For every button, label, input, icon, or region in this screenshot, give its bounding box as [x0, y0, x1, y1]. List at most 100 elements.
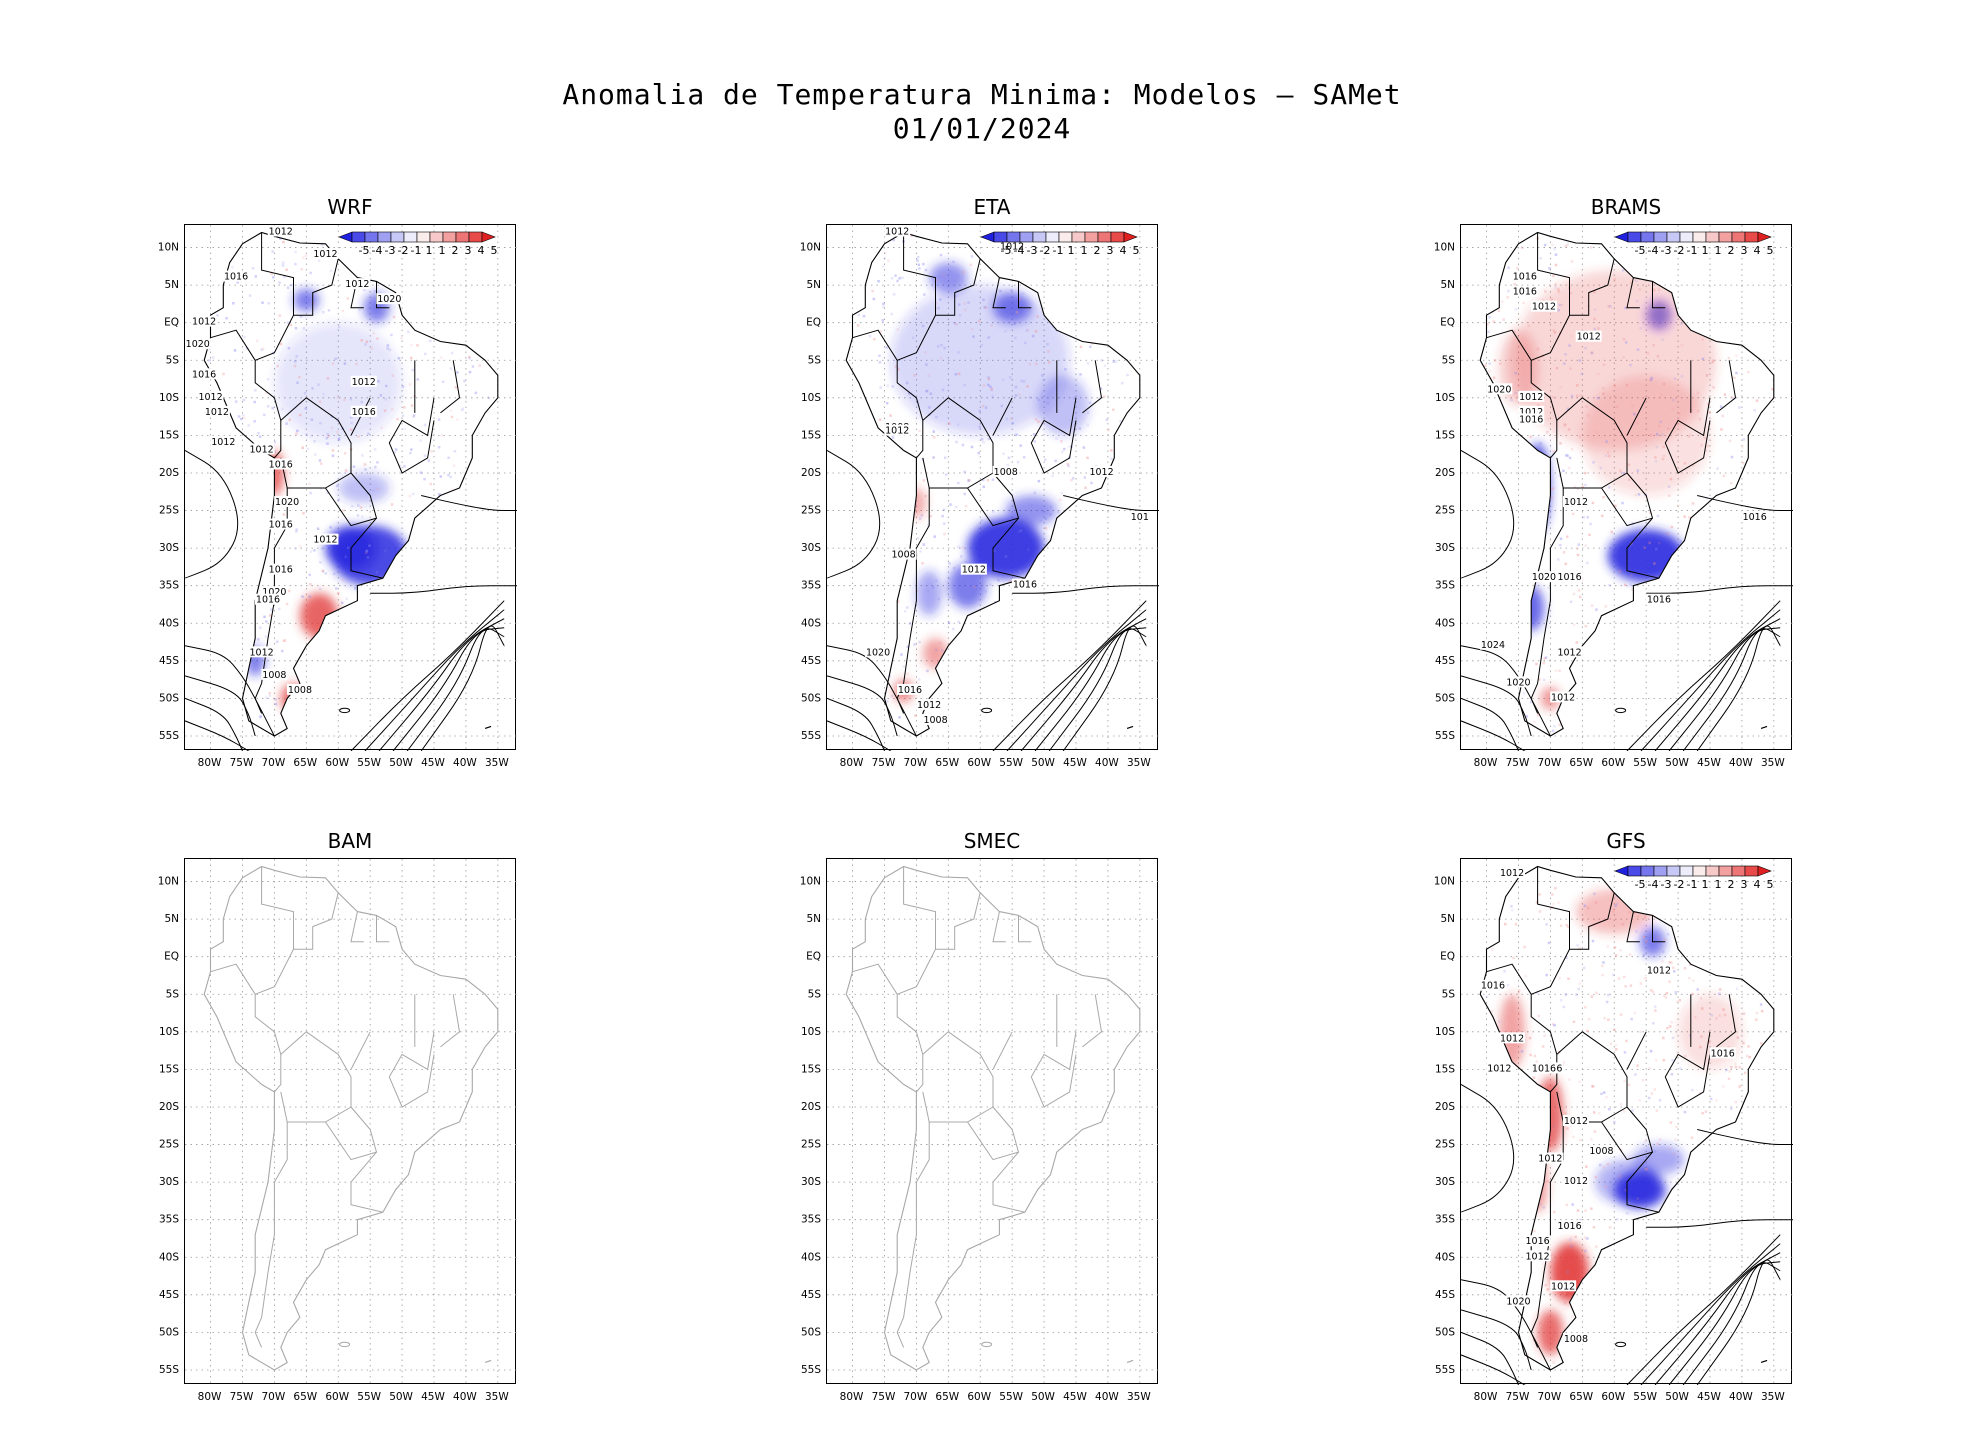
anomaly-region	[929, 262, 968, 293]
map-frame-gfs: 1012101210161012101210161016101210081016…	[1460, 858, 1794, 1386]
lon-tick-label: 35W	[1761, 1391, 1785, 1403]
colorbar-label: -2	[1040, 244, 1051, 257]
isobar-label: 1012	[1564, 1176, 1588, 1187]
isobar-line	[1626, 600, 1781, 752]
lon-tick-label: 35W	[1761, 757, 1785, 769]
colorbar-swatch	[1045, 231, 1060, 243]
country-border	[325, 472, 378, 527]
lon-tick-label: 65W	[935, 757, 959, 769]
isobar-label: 1012	[205, 407, 229, 418]
isobar-label: 1020	[1487, 384, 1511, 395]
isobars: 1012101210161012101210161016101210081016…	[1460, 867, 1794, 1386]
lon-tick-label: 55W	[357, 757, 381, 769]
country-border	[1626, 517, 1660, 579]
isobar-line	[1668, 627, 1781, 752]
country-border	[1626, 397, 1647, 436]
isobar-line	[406, 628, 505, 752]
isobar-label: 1024	[1481, 640, 1505, 651]
isobar-line	[1696, 625, 1781, 752]
colorbar-arrow-right	[1757, 865, 1772, 877]
lat-tick-label: 50S	[801, 692, 821, 704]
country-border	[1531, 866, 1570, 995]
map-brams: 1016101610121012102010121012101610121016…	[1460, 225, 1794, 752]
isobar-line	[826, 675, 898, 737]
country-border	[350, 517, 384, 579]
colorbar-swatch	[993, 231, 1008, 243]
anomaly-region	[1607, 529, 1685, 582]
falkland-islands	[339, 707, 351, 714]
isobar-line	[1460, 449, 1515, 579]
lon-tick-label: 50W	[1665, 1391, 1689, 1403]
lat-tick-label: 45S	[159, 1289, 179, 1301]
isobars: 1012 1012 1008 1012 1008 1012 101 1008 1012 1016 1…	[826, 225, 1160, 752]
colorbar-label: 2	[452, 244, 459, 257]
lon-tick-label: 45W	[1063, 757, 1087, 769]
country-border	[1626, 277, 1640, 309]
colorbar-label: 5	[1767, 878, 1774, 891]
isobar-label: 1008	[923, 715, 947, 726]
colorbar-arrow-right	[1123, 231, 1138, 243]
anomaly-region	[967, 518, 1045, 579]
colorbar-label: 4	[1120, 244, 1127, 257]
lat-tick-label: 25S	[159, 1139, 179, 1151]
isobar-label-bg	[267, 563, 294, 575]
country-border	[992, 517, 1026, 579]
isobar-label: 1012	[1500, 868, 1524, 879]
colorbar-swatch	[1097, 231, 1112, 243]
isobar-label-bg	[312, 248, 339, 260]
grid-lines	[827, 859, 1159, 1385]
isobar-label: 1016	[269, 565, 293, 576]
isobar-label-bg	[1088, 465, 1115, 477]
lon-tick-label: 55W	[999, 757, 1023, 769]
lat-tick-label: 10S	[1435, 392, 1455, 404]
lon-tick-label: 65W	[1569, 1391, 1593, 1403]
colorbar-label: -1	[411, 244, 422, 257]
isobar-label: 1012	[885, 426, 909, 437]
colorbar-label: -5	[359, 244, 370, 257]
coastline	[845, 865, 1141, 1371]
colorbar-label: -5	[1635, 878, 1646, 891]
colorbar-label: -4	[372, 244, 383, 257]
isobar-line	[350, 600, 505, 752]
colorbar-label: -3	[1027, 244, 1038, 257]
isobar-label: 1016	[1647, 595, 1671, 606]
country-border	[350, 911, 364, 943]
colorbar-label: -1	[1687, 878, 1698, 891]
isobar-label-bg	[274, 496, 301, 508]
country-border	[376, 281, 390, 309]
lat-tick-label: 25S	[1435, 1139, 1455, 1151]
isobar-line	[1460, 645, 1551, 737]
isobar-label: 1016	[898, 685, 922, 696]
colorbar-swatch	[1032, 231, 1047, 243]
country-border	[967, 472, 1020, 527]
country-border	[1486, 963, 1558, 1093]
isobar-label: 1016	[1526, 1236, 1550, 1247]
lat-tick-label: 25S	[801, 1139, 821, 1151]
colorbar-label: -4	[1648, 244, 1659, 257]
isobar-label: 1012	[1557, 647, 1581, 658]
isobar-label-bg	[992, 465, 1019, 477]
isobar-label-bg	[312, 533, 339, 545]
country-border	[293, 892, 339, 950]
colorbar-label: 1	[1702, 244, 1709, 257]
isobar-label: 1008	[994, 467, 1018, 478]
lon-tick-label: 45W	[1697, 1391, 1721, 1403]
country-border	[388, 1031, 435, 1108]
isobar-label-bg	[1645, 964, 1672, 976]
panel-title-eta: ETA	[973, 195, 1011, 219]
isobar-label-bg	[999, 240, 1026, 252]
isobar-line	[1646, 585, 1794, 594]
colorbar-label: 3	[465, 244, 472, 257]
lat-tick-label: 40S	[159, 1251, 179, 1263]
lon-tick-label: 40W	[453, 1391, 477, 1403]
country-borders	[852, 866, 1103, 1348]
country-border	[935, 892, 981, 950]
isobar-label-bg	[248, 646, 275, 658]
colorbar-swatch	[377, 231, 392, 243]
isobar-label-bg	[191, 368, 218, 380]
isobar-line	[184, 645, 275, 737]
lon-tick-label: 45W	[421, 1391, 445, 1403]
isobar-label: 1012	[885, 227, 909, 238]
colorbar-swatch	[1006, 231, 1021, 243]
colorbar-swatch	[468, 231, 483, 243]
